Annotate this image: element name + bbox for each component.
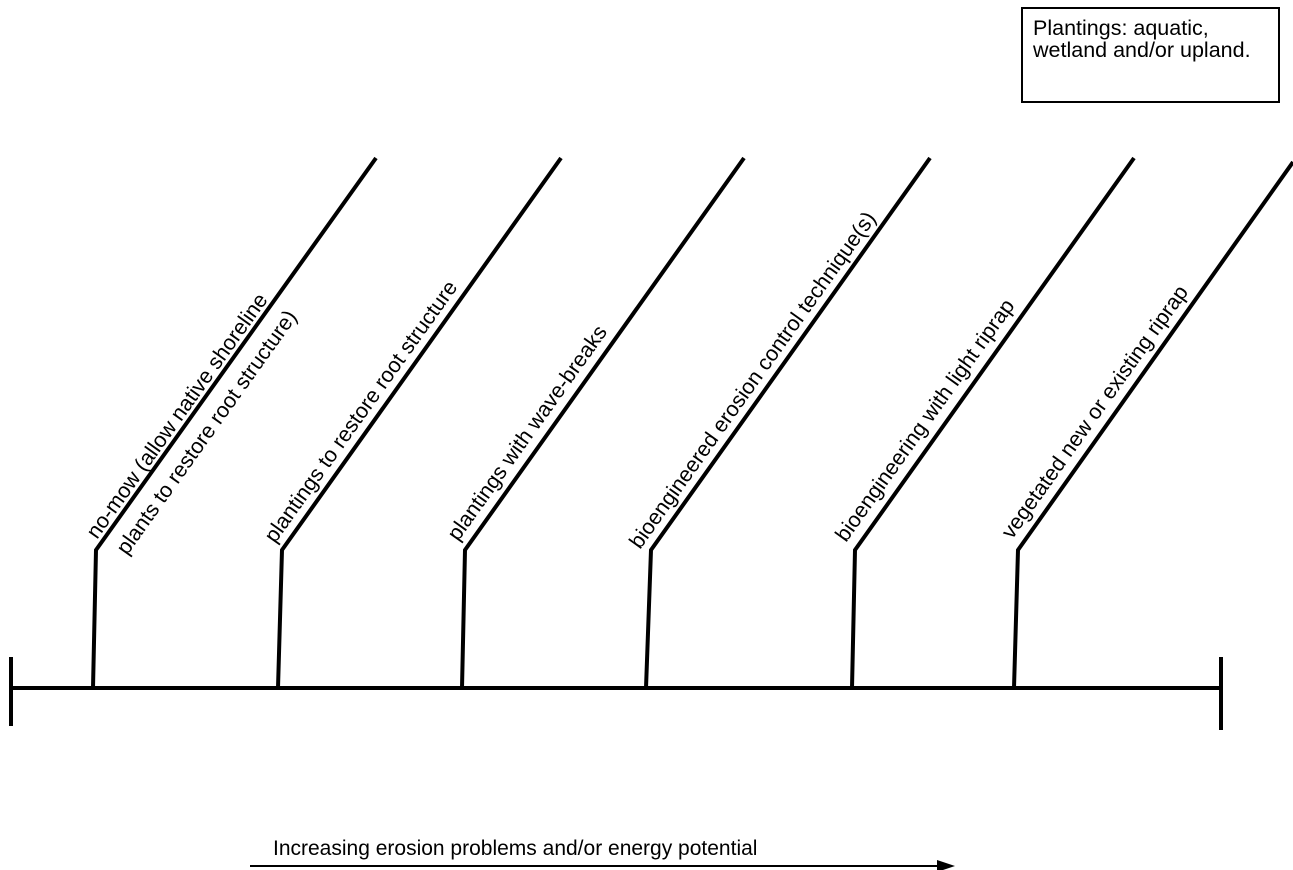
axis-arrow-head (937, 860, 955, 870)
option-line (850, 156, 1136, 689)
option-line (460, 156, 746, 689)
legend-text: Plantings: aquatic, wetland and/or uplan… (1033, 16, 1251, 62)
option-line (1012, 160, 1293, 689)
axis-label: Increasing erosion problems and/or energ… (273, 837, 757, 860)
option-label: vegetated new or existing riprap (997, 281, 1194, 543)
option-plantings-root-structure: plantings to restore root structure (260, 156, 563, 689)
option-line (644, 156, 932, 689)
option-label: plantings with wave-breaks (443, 321, 612, 545)
option-label: no-mow (allow native shoreline (82, 289, 273, 543)
option-label: bioengineering with light riprap (831, 295, 1020, 546)
option-no-mow: no-mow (allow native shoreline plants to… (82, 156, 378, 689)
option-plantings-wave-breaks: plantings with wave-breaks (443, 156, 746, 689)
option-line (91, 156, 378, 689)
legend-box: Plantings: aquatic, wetland and/or uplan… (1021, 7, 1280, 103)
option-bioengineered-erosion-control: bioengineered erosion control technique(… (625, 156, 932, 689)
option-vegetated-riprap: vegetated new or existing riprap (997, 160, 1293, 689)
option-line (276, 156, 563, 689)
option-label: bioengineered erosion control technique(… (625, 207, 881, 553)
